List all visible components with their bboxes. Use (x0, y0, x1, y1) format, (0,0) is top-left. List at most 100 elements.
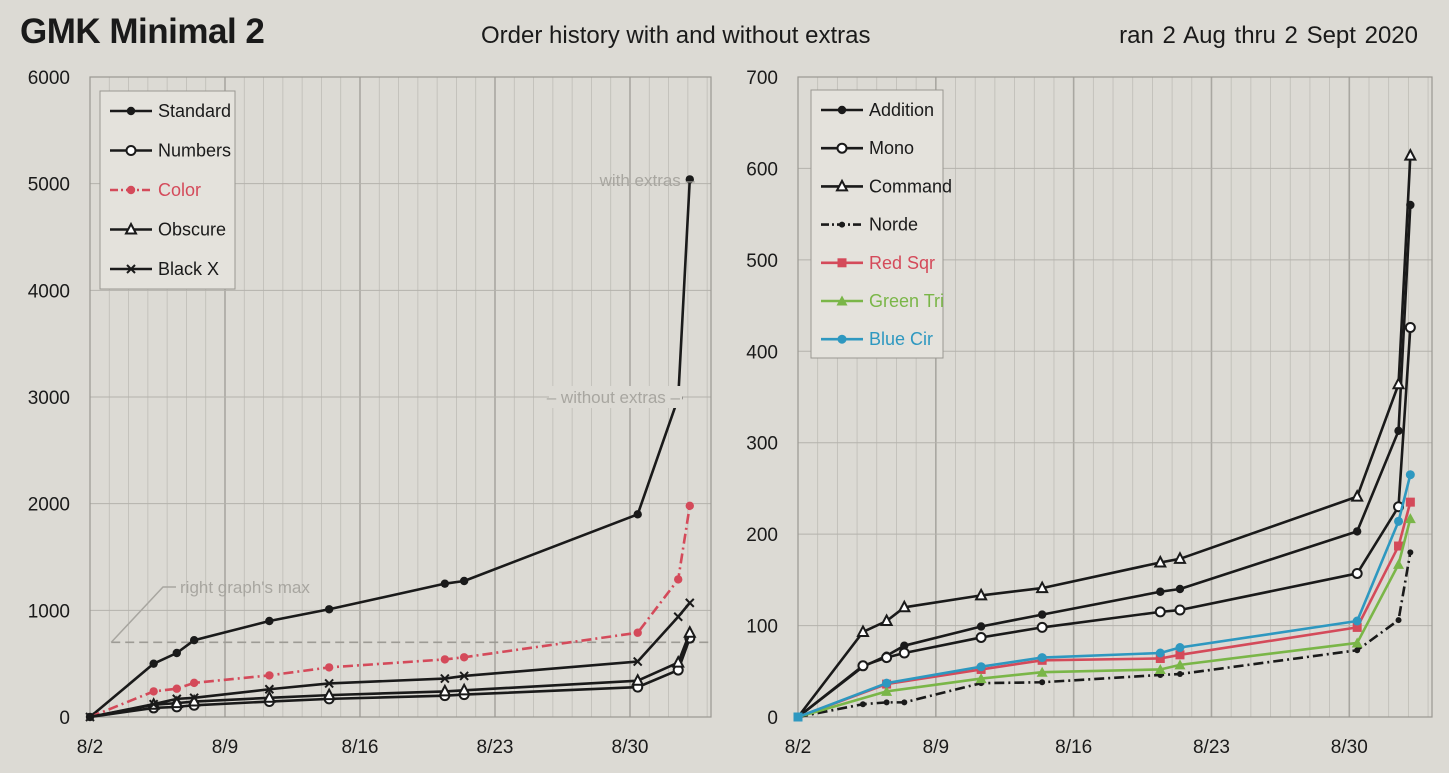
data-point (1035, 580, 1049, 594)
data-point (459, 576, 469, 586)
data-point (189, 636, 199, 645)
data-point (265, 616, 274, 626)
legend-marker (835, 178, 849, 192)
data-point (459, 671, 469, 681)
data-point (324, 663, 334, 672)
data-point (671, 654, 685, 668)
legend-label: Blue Cir (869, 329, 933, 349)
data-point (85, 712, 95, 722)
data-point (1394, 426, 1403, 436)
data-point (264, 684, 275, 694)
y-tick-label: 400 (746, 342, 778, 363)
x-tick-label: 8/30 (1331, 737, 1368, 758)
data-point (685, 598, 695, 608)
legend-label: Black X (158, 259, 219, 279)
y-tick-label: 200 (746, 525, 778, 546)
data-point (172, 694, 182, 704)
data-point (901, 699, 908, 706)
legend-label: Addition (869, 100, 934, 120)
y-tick-label: 500 (746, 251, 778, 272)
data-point (189, 678, 199, 688)
series-black-x (89, 598, 695, 719)
legend: Standard Numbers Color Obscure Black X (99, 90, 236, 290)
data-point (881, 652, 893, 664)
data-point (856, 624, 870, 637)
legend-label: Standard (158, 101, 231, 121)
data-point (633, 628, 642, 637)
chart-1: 0 1000 2000 3000 4000 5000 6000 8/2 8/9 8/16 8/23 8… (28, 68, 712, 758)
data-point (1154, 606, 1166, 618)
data-point (974, 587, 988, 601)
data-point (1037, 653, 1047, 663)
y-tick-label: 300 (746, 434, 778, 455)
data-point (859, 701, 866, 708)
data-point (1174, 659, 1186, 670)
series-green-tri (797, 513, 1416, 719)
data-point (633, 510, 642, 519)
data-point (1176, 671, 1183, 678)
x-tick-label: 8/30 (612, 737, 649, 758)
legend-label: Norde (869, 215, 918, 235)
plot-frame (797, 76, 1433, 718)
annotation-leader (110, 586, 176, 643)
x-tick-label: 8/23 (1193, 737, 1230, 758)
data-point (673, 612, 683, 622)
x-tick-label: 8/16 (342, 737, 379, 758)
x-tick-label: 8/23 (477, 737, 514, 758)
data-point (1393, 558, 1405, 569)
data-point (149, 659, 158, 668)
series-blue-cir (797, 470, 1415, 719)
data-point (1175, 643, 1185, 653)
data-point (1407, 549, 1414, 556)
data-point (976, 622, 986, 631)
x-tick-label: 8/2 (785, 737, 811, 758)
data-point (459, 653, 469, 662)
legend-marker (126, 185, 136, 195)
data-point (1037, 610, 1047, 619)
data-point (1350, 489, 1364, 502)
legend-label: Mono (869, 138, 914, 158)
data-point (1403, 147, 1417, 161)
plot-frame (89, 76, 712, 718)
x-tick-label: 8/9 (923, 737, 949, 758)
data-point (1351, 637, 1363, 648)
data-point (683, 625, 697, 638)
series-line (89, 505, 692, 719)
legend-marker (837, 105, 847, 115)
legend-label: Color (158, 180, 201, 200)
data-point (1153, 554, 1167, 568)
data-point (633, 656, 643, 667)
y-tick-label: 2000 (28, 495, 70, 516)
data-point (975, 631, 987, 643)
y-tick-label: 700 (746, 68, 778, 89)
y-tick-label: 0 (767, 708, 778, 729)
data-point (172, 684, 181, 693)
data-point (1352, 616, 1362, 626)
data-point (631, 673, 645, 686)
data-point (1174, 604, 1186, 616)
data-point (262, 690, 277, 703)
data-point (883, 699, 890, 706)
data-point (172, 648, 181, 658)
series-norde (797, 549, 1414, 719)
series-mono (797, 322, 1416, 719)
data-point (148, 699, 159, 709)
x-tick-label: 8/9 (212, 737, 238, 758)
y-tick-label: 5000 (28, 175, 70, 196)
data-point (1352, 527, 1362, 536)
chart-2: 0 100 200 300 400 500 600 700 8/2 8/9 8/16 8/23 8/30… (746, 68, 1433, 758)
annotation-with-extras: with extras – (599, 171, 696, 190)
data-point (898, 647, 910, 659)
series-obscure (89, 625, 697, 719)
data-point (1391, 376, 1406, 390)
y-tick-label: 0 (59, 708, 70, 729)
data-point (1036, 666, 1048, 677)
data-point (1154, 663, 1166, 674)
data-point (265, 671, 274, 680)
data-point (857, 660, 869, 672)
data-point (1404, 322, 1416, 334)
series-color (89, 501, 694, 719)
data-point (440, 673, 450, 684)
x-tick-label: 8/2 (77, 737, 103, 758)
